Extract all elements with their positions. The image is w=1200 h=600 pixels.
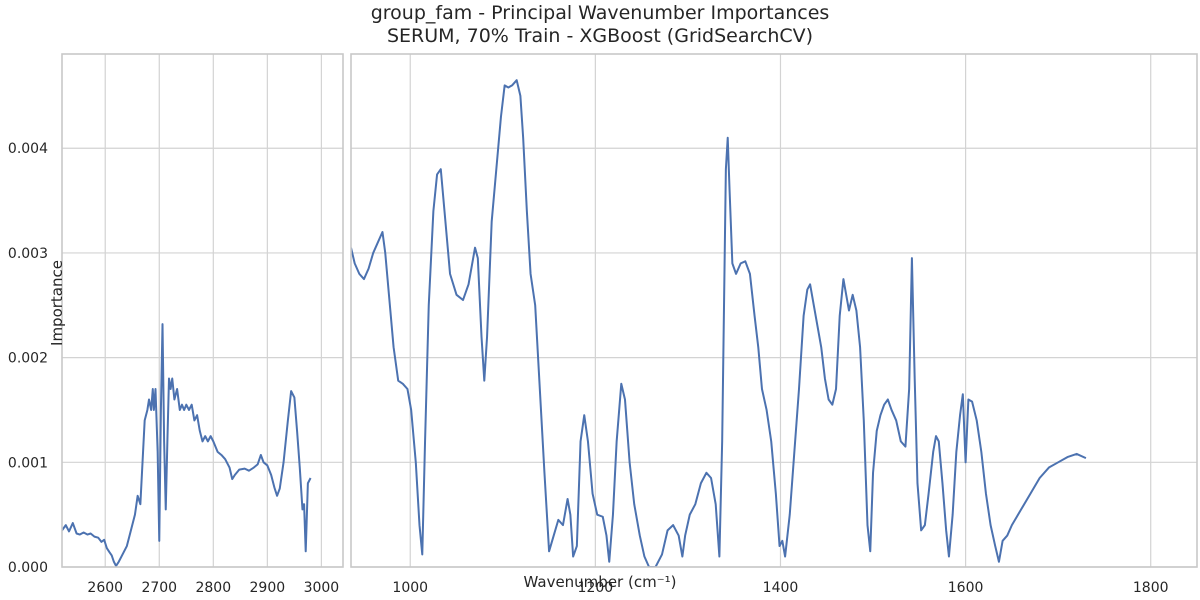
x-tick-label: 2700: [141, 580, 177, 596]
x-tick-label: 3000: [304, 580, 340, 596]
x-tick-label: 1800: [1133, 580, 1169, 596]
chart-subtitle: SERUM, 70% Train - XGBoost (GridSearchCV…: [387, 25, 813, 47]
y-tick-label: 0.004: [8, 141, 48, 157]
x-tick-label: 2800: [195, 580, 231, 596]
x-tick-label: 1200: [578, 580, 614, 596]
y-tick-label: 0.003: [8, 246, 48, 262]
x-tick-label: 1400: [763, 580, 799, 596]
chart-title: group_fam - Principal Wavenumber Importa…: [371, 2, 830, 24]
x-tick-label: 2600: [87, 580, 123, 596]
y-axis-ticks: 0.000 0.001 0.002 0.003 0.004: [8, 141, 48, 576]
y-axis-label: Importance: [48, 260, 66, 346]
importance-series-line: [62, 323, 312, 567]
x-tick-label: 1000: [392, 580, 428, 596]
x-axis-label: Wavenumber (cm⁻¹): [524, 573, 677, 591]
y-tick-label: 0.002: [8, 351, 48, 367]
x-tick-label: 1600: [948, 580, 984, 596]
x-tick-label: 2900: [250, 580, 286, 596]
panel-frame: [61, 53, 344, 568]
left-panel: 2600 2700 2800 2900 3000: [61, 53, 344, 596]
right-panel: 1000 1200 1400 1600 1800: [350, 53, 1198, 596]
y-tick-label: 0.001: [8, 455, 48, 471]
y-tick-label: 0.000: [8, 560, 48, 576]
panel-frame: [350, 53, 1198, 568]
importance-series-line: [351, 79, 1087, 567]
